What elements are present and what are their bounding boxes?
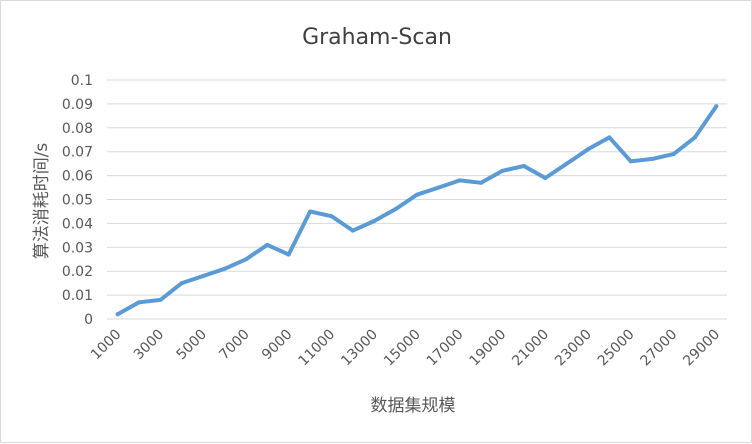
y-tick-label: 0.1 xyxy=(71,73,93,89)
y-tick-label: 0.06 xyxy=(62,169,93,185)
data-point xyxy=(521,164,526,169)
y-tick-label: 0.03 xyxy=(62,240,93,256)
y-tick-label: 0.05 xyxy=(62,193,93,209)
data-point xyxy=(265,242,270,247)
gridlines xyxy=(107,79,727,320)
data-point xyxy=(372,219,377,224)
series-layer xyxy=(115,104,719,317)
data-point xyxy=(308,209,313,214)
x-tick-label: 9000 xyxy=(259,327,296,364)
data-point xyxy=(607,135,612,140)
data-point xyxy=(115,312,120,317)
data-point xyxy=(243,257,248,262)
data-point xyxy=(158,297,163,302)
data-point xyxy=(436,185,441,190)
data-point xyxy=(457,178,462,183)
x-tick-label: 7000 xyxy=(216,327,253,364)
x-tick-label: 21000 xyxy=(509,327,552,370)
x-tick-label: 11000 xyxy=(295,327,338,370)
y-axis-title: 算法消耗时间/s xyxy=(32,143,52,260)
y-tick-label: 0.08 xyxy=(62,121,93,137)
data-point xyxy=(179,281,184,286)
data-point xyxy=(329,214,334,219)
x-tick-label: 1000 xyxy=(88,327,125,364)
data-point xyxy=(671,152,676,157)
x-tick-label: 13000 xyxy=(338,327,381,370)
x-tick-label: 19000 xyxy=(467,327,510,370)
x-tick-label: 23000 xyxy=(552,327,595,370)
x-tick-label: 15000 xyxy=(381,327,424,370)
data-point xyxy=(586,147,591,152)
x-axis-title: 数据集规模 xyxy=(371,396,456,416)
y-tick-label: 0.09 xyxy=(62,97,93,113)
y-tick-label: 0.01 xyxy=(62,288,93,304)
y-tick-label: 0.07 xyxy=(62,145,93,161)
data-point xyxy=(543,175,548,180)
data-point xyxy=(714,104,719,109)
data-point xyxy=(564,161,569,166)
x-axis-ticks: 1000 3000 5000 7000 9000 11000 13000 15000 17000… xyxy=(88,327,723,370)
data-point xyxy=(222,266,227,271)
data-point xyxy=(500,168,505,173)
y-tick-label: 0 xyxy=(84,312,93,328)
y-tick-label: 0.04 xyxy=(62,216,93,232)
x-tick-label: 3000 xyxy=(131,327,168,364)
data-point xyxy=(393,207,398,212)
chart-title: Graham-Scan xyxy=(302,25,452,50)
data-point xyxy=(415,192,419,197)
data-point xyxy=(692,135,697,140)
x-tick-label: 29000 xyxy=(680,327,723,370)
x-tick-label: 17000 xyxy=(424,327,467,370)
data-point xyxy=(628,159,633,164)
data-point xyxy=(479,180,484,185)
data-point xyxy=(650,156,655,161)
data-point xyxy=(286,252,291,257)
data-point xyxy=(137,300,142,305)
x-tick-label: 5000 xyxy=(174,327,211,364)
y-tick-label: 0.02 xyxy=(62,264,93,280)
x-tick-label: 27000 xyxy=(638,327,681,370)
data-point xyxy=(201,273,206,278)
y-axis-ticks: 0 0.01 0.02 0.03 0.04 0.05 0.06 0.07 0.08 0.09 0.1 xyxy=(62,73,93,328)
x-tick-label: 25000 xyxy=(595,327,638,370)
series-line-0 xyxy=(115,104,719,317)
data-point xyxy=(350,228,355,233)
